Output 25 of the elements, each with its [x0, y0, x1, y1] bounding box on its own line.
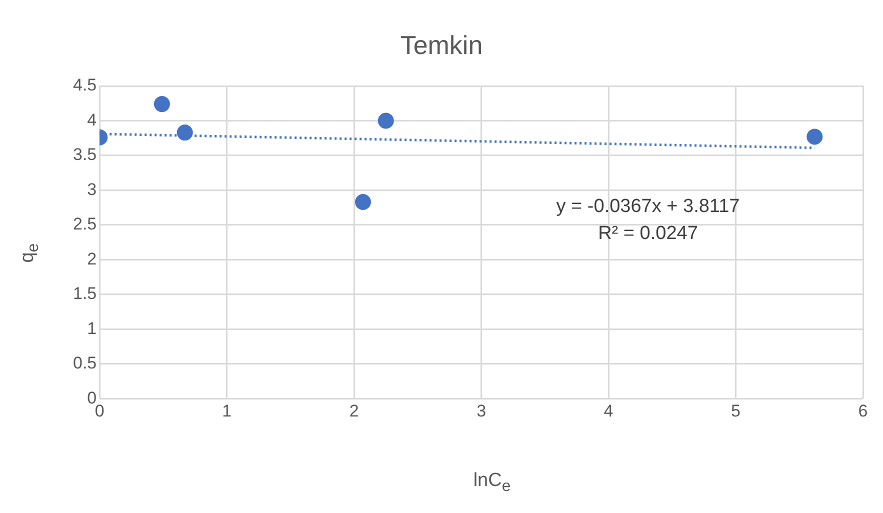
point — [154, 96, 170, 112]
y-tick-label: 4.5 — [72, 76, 97, 95]
x-tick-label: 4 — [604, 401, 614, 420]
annotation: y = -0.0367x + 3.8117 — [555, 196, 741, 218]
point — [806, 128, 823, 145]
y-tick-label: 4 — [87, 110, 97, 130]
x-tick-label: 5 — [731, 401, 741, 420]
point — [176, 124, 193, 141]
y-tick-label: 1 — [87, 318, 97, 338]
y-tick-label: 0.5 — [72, 354, 97, 373]
x-tick-label: 1 — [222, 401, 232, 420]
y-tick-label: 1.5 — [72, 284, 97, 304]
y-tick-label: 0 — [87, 388, 97, 408]
x-tick-label: 6 — [858, 401, 868, 420]
point — [378, 112, 394, 129]
y-tick-label: 2 — [87, 249, 97, 268]
point — [354, 194, 371, 210]
y-tick-label: 3.5 — [72, 145, 97, 164]
chart-title: Temkin — [399, 30, 484, 61]
y-tick-label: 3 — [87, 180, 97, 199]
x-tick-label: 2 — [349, 401, 359, 420]
x-tick-label: 3 — [476, 401, 486, 420]
annotation: R² = 0.0247 — [597, 223, 699, 245]
x-axis-title: lnC$_{e}$ — [472, 470, 512, 496]
y-tick-label: 2.5 — [72, 214, 97, 234]
